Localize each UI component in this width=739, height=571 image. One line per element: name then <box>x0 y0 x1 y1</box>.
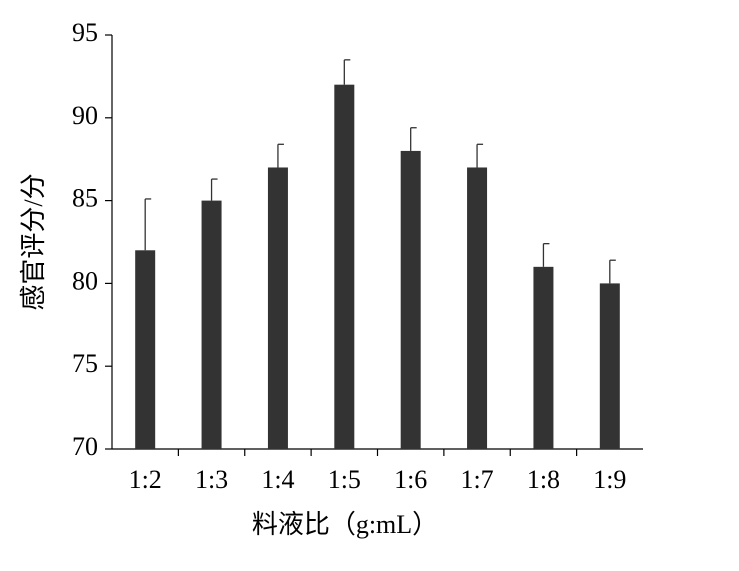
error-bar <box>410 127 417 151</box>
x-axis-label: 料液比（g:mL） <box>252 510 438 539</box>
bar <box>467 167 488 450</box>
x-tick-label: 1:9 <box>593 465 626 494</box>
bar <box>334 84 355 450</box>
error-bar <box>144 198 152 251</box>
bar <box>599 283 620 449</box>
y-tick-label: 85 <box>72 184 98 213</box>
error-bar <box>542 243 550 267</box>
bar <box>400 150 421 450</box>
x-tick-label: 1:3 <box>195 465 228 494</box>
error-bar <box>609 259 616 284</box>
bar <box>267 167 288 450</box>
x-tick-label: 1:5 <box>328 465 361 494</box>
y-tick-label: 70 <box>72 432 98 461</box>
error-bar <box>277 143 284 168</box>
y-tick-label: 95 <box>72 18 98 47</box>
x-tick-label: 1:7 <box>460 465 493 494</box>
x-tick-label: 1:2 <box>129 465 162 494</box>
y-tick-label: 80 <box>72 266 98 295</box>
bar <box>533 266 554 449</box>
error-bar <box>210 178 218 201</box>
bar <box>201 200 222 449</box>
y-tick-label: 90 <box>72 101 98 130</box>
error-bar <box>476 143 484 168</box>
error-bar <box>343 59 351 85</box>
x-tick-label: 1:8 <box>527 465 560 494</box>
x-tick-label: 1:4 <box>261 465 294 494</box>
y-axis-label: 感官评分/分 <box>19 173 48 310</box>
bar <box>135 250 156 449</box>
x-tick-label: 1:6 <box>394 465 427 494</box>
y-tick-label: 75 <box>72 349 98 378</box>
